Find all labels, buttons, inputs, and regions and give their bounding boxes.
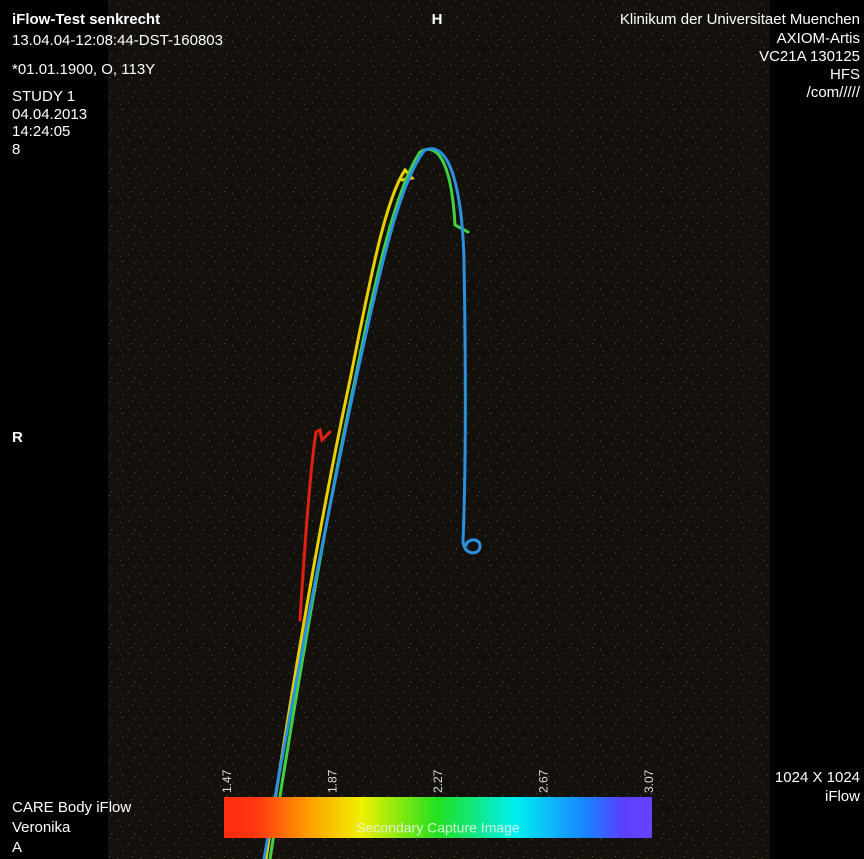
info-line: VC21A 130125 <box>759 48 860 65</box>
info-line: 1024 X 1024 <box>775 769 860 786</box>
title: iFlow-Test senkrecht <box>12 11 160 28</box>
info-line: *01.01.1900, O, 113Y <box>12 61 155 78</box>
info-line: Veronika <box>12 819 71 836</box>
info-line: iFlow <box>825 788 860 805</box>
orientation-marker: R <box>12 429 23 446</box>
image-area <box>108 0 770 859</box>
color-bar-tick-label: 1.47 <box>220 769 234 793</box>
color-bar-tick-label: 1.87 <box>326 769 340 793</box>
info-line: /com///// <box>807 84 861 101</box>
info-line: HFS <box>830 66 860 83</box>
info-line: STUDY 1 <box>12 88 75 105</box>
info-line: 04.04.2013 <box>12 106 87 123</box>
color-bar-tick-label: 3.07 <box>642 769 656 793</box>
color-bar-tick-label: 2.67 <box>537 769 551 793</box>
info-line: 8 <box>12 141 20 158</box>
viewer: iFlow-Test senkrecht 13.04.04-12:08:44-D… <box>0 0 864 859</box>
info-line: 14:24:05 <box>12 123 70 140</box>
info-line: 13.04.04-12:08:44-DST-160803 <box>12 32 223 49</box>
color-bar-tick-label: 2.27 <box>431 769 445 793</box>
page: iFlow-Test senkrecht 13.04.04-12:08:44-D… <box>0 0 864 859</box>
color-bar-caption: Secondary Capture Image <box>356 820 520 836</box>
info-line: A <box>12 839 22 856</box>
orientation-marker: H <box>432 11 443 28</box>
info-line: Klinikum der Universitaet Muenchen <box>620 11 860 28</box>
info-line: AXIOM-Artis <box>777 30 860 47</box>
info-line: CARE Body iFlow <box>12 799 131 816</box>
